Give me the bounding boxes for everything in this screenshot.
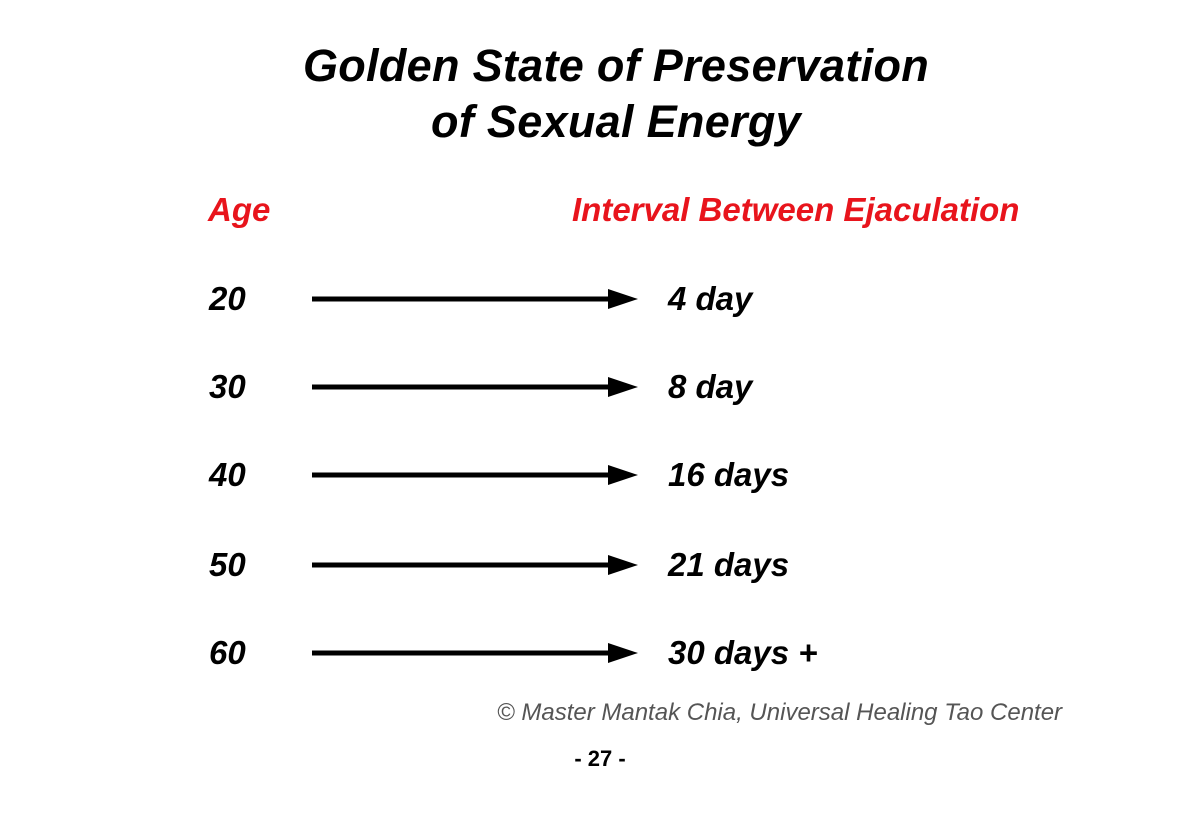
right-arrow-icon <box>312 555 638 575</box>
right-arrow-icon <box>312 465 638 485</box>
right-arrow-icon <box>312 289 638 309</box>
interval-value: 4 day <box>668 280 753 317</box>
right-arrow-icon <box>312 643 638 663</box>
table-row: 50 21 days <box>0 544 1200 594</box>
right-arrow-icon <box>312 377 638 397</box>
age-value: 20 <box>209 280 246 317</box>
age-value: 30 <box>209 368 246 405</box>
age-value: 60 <box>209 634 246 671</box>
age-value: 50 <box>209 546 246 583</box>
page-title: Golden State of Preservation of Sexual E… <box>0 38 1200 150</box>
interval-column-header: Interval Between Ejaculation <box>572 191 1020 228</box>
age-column-header: Age <box>208 191 271 228</box>
table-row: 20 4 day <box>0 278 1200 328</box>
table-row: 60 30 days + <box>0 632 1200 682</box>
copyright-notice: © Master Mantak Chia, Universal Healing … <box>497 699 1063 726</box>
interval-value: 8 day <box>668 368 753 405</box>
age-value: 40 <box>209 456 246 493</box>
table-row: 40 16 days <box>0 454 1200 504</box>
title-line-1: Golden State of Preservation <box>302 40 930 91</box>
title-line-2: of Sexual Energy <box>431 96 801 147</box>
interval-value: 30 days + <box>668 634 818 671</box>
page-number: - 27 - <box>574 746 626 771</box>
interval-value: 21 days <box>668 546 790 583</box>
interval-value: 16 days <box>668 456 790 493</box>
table-row: 30 8 day <box>0 366 1200 416</box>
